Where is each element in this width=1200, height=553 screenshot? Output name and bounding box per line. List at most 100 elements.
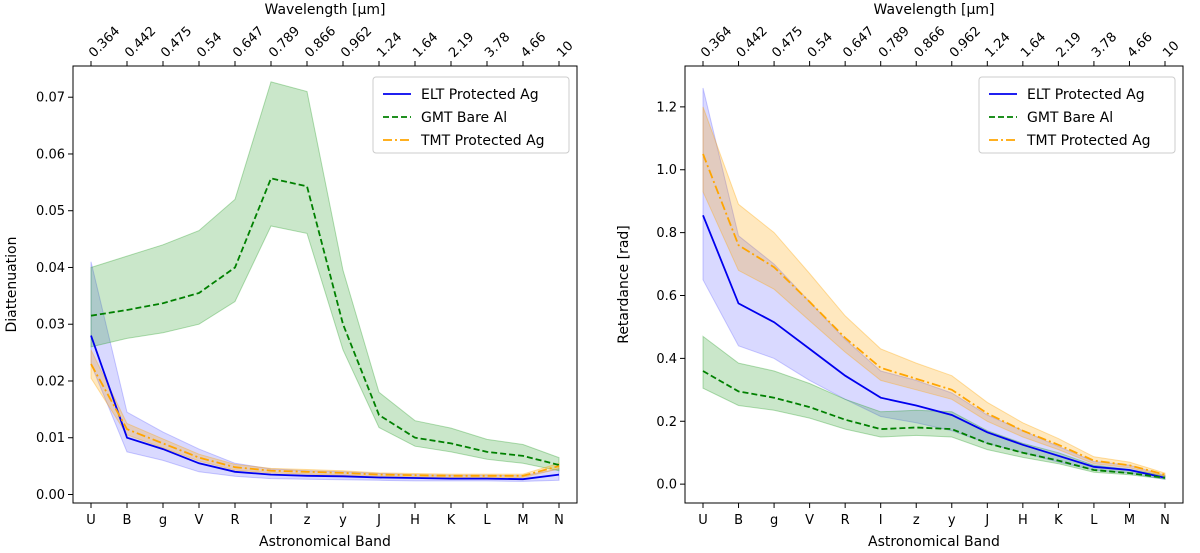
series-band-1: [702, 335, 1166, 480]
x-tick-label: N: [1160, 513, 1170, 528]
legend: ELT Protected Ag GMT Bare Al TMT Protected…: [372, 76, 570, 154]
x-tick-label: M: [1124, 513, 1135, 528]
top-x-tick-label: 2.19: [446, 30, 477, 61]
y-tick-label: 1.0: [656, 163, 677, 178]
top-x-tick-label: 0.647: [840, 24, 877, 61]
legend-label-2: TMT Protected Ag: [1026, 133, 1151, 149]
top-x-tick-label: 0.364: [698, 24, 735, 61]
series-band-0: [90, 261, 560, 482]
x-axis-title: Astronomical Band: [868, 534, 1000, 549]
top-x-tick-label: 4.66: [1125, 30, 1156, 61]
y-tick-label: 0.2: [656, 415, 677, 430]
series-line-2: [702, 153, 1166, 476]
legend-box: [372, 76, 570, 154]
top-x-tick-label: 0.962: [338, 24, 375, 61]
y-tick-label: 1.2: [656, 100, 677, 115]
y-tick-label: 0.06: [36, 147, 65, 162]
top-x-tick-label: 0.866: [302, 24, 339, 61]
series-band-2: [90, 349, 560, 478]
top-x-tick-label: 3.78: [482, 30, 513, 61]
x-tick-label: y: [948, 513, 956, 528]
x-tick-label: N: [554, 513, 564, 528]
x-tick-label: I: [269, 513, 273, 528]
axes-frame: [684, 65, 1184, 504]
x-tick-label: y: [339, 513, 347, 528]
top-x-tick-label: 0.475: [769, 24, 806, 61]
x-tick-label: J: [376, 513, 381, 528]
legend-label-1: GMT Bare Al: [421, 110, 507, 126]
series-band-0: [702, 87, 1166, 480]
top-axis-title: Wavelength [µm]: [874, 2, 995, 18]
x-axis-title: Astronomical Band: [259, 534, 391, 549]
x-tick-label: B: [123, 513, 132, 528]
x-tick-label: M: [517, 513, 528, 528]
top-x-tick-label: 4.66: [518, 30, 549, 61]
series-line-0: [702, 214, 1166, 479]
top-x-tick-label: 1.24: [374, 30, 405, 61]
y-tick-label: 0.01: [36, 431, 65, 446]
y-tick-label: 0.0: [656, 478, 677, 493]
x-tick-label: L: [483, 513, 491, 528]
x-tick-label: H: [1018, 513, 1028, 528]
x-tick-label: I: [879, 513, 883, 528]
legend-label-2: TMT Protected Ag: [420, 133, 545, 149]
legend: ELT Protected Ag GMT Bare Al TMT Protected…: [978, 76, 1176, 154]
legend-label-0: ELT Protected Ag: [1027, 87, 1145, 103]
x-tick-label: J: [984, 513, 989, 528]
y-tick-label: 0.4: [656, 352, 677, 367]
x-tick-label: z: [913, 513, 920, 528]
x-tick-label: U: [86, 513, 96, 528]
top-x-tick-label: 0.866: [911, 24, 948, 61]
x-tick-label: g: [159, 513, 167, 528]
legend-label-1: GMT Bare Al: [1027, 110, 1113, 126]
top-x-tick-label: 10: [554, 39, 576, 61]
x-tick-label: U: [698, 513, 708, 528]
series-band-1: [90, 81, 560, 472]
top-x-tick-label: 0.364: [86, 24, 123, 61]
x-tick-label: K: [447, 513, 456, 528]
x-tick-label: R: [230, 513, 239, 528]
y-tick-label: 0.02: [36, 374, 65, 389]
y-tick-label: 0.00: [36, 488, 65, 503]
x-tick-label: R: [841, 513, 850, 528]
top-x-tick-label: 0.647: [230, 24, 267, 61]
top-x-tick-label: 1.64: [410, 30, 441, 61]
top-x-tick-label: 2.19: [1054, 30, 1085, 61]
y-tick-label: 0.07: [36, 91, 65, 106]
top-x-tick-label: 3.78: [1089, 30, 1120, 61]
series-band-2: [702, 106, 1166, 477]
top-x-tick-label: 10: [1160, 39, 1182, 61]
x-tick-label: g: [770, 513, 778, 528]
series-line-2: [90, 363, 560, 477]
y-tick-label: 0.03: [36, 318, 65, 333]
y-axis-title: Diattenuation: [4, 237, 20, 333]
top-x-tick-label: 0.54: [805, 30, 836, 61]
x-tick-label: H: [410, 513, 420, 528]
x-tick-label: V: [195, 513, 204, 528]
top-x-tick-label: 0.442: [122, 24, 159, 61]
x-tick-label: K: [1054, 513, 1063, 528]
top-x-tick-label: 1.64: [1018, 30, 1049, 61]
top-x-tick-label: 0.789: [876, 24, 913, 61]
x-tick-label: V: [805, 513, 814, 528]
top-axis-title: Wavelength [µm]: [265, 2, 386, 18]
top-x-tick-label: 0.789: [266, 24, 303, 61]
y-tick-label: 0.8: [656, 226, 677, 241]
top-x-tick-label: 1.24: [983, 30, 1014, 61]
y-axis-title: Retardance [rad]: [616, 225, 632, 344]
top-x-tick-label: 0.442: [734, 24, 771, 61]
x-tick-label: z: [304, 513, 311, 528]
y-tick-label: 0.6: [656, 289, 677, 304]
top-x-tick-label: 0.962: [947, 24, 984, 61]
top-x-tick-label: 0.475: [158, 24, 195, 61]
x-tick-label: B: [734, 513, 743, 528]
series-line-0: [90, 335, 560, 481]
y-tick-label: 0.04: [36, 261, 65, 276]
legend-label-0: ELT Protected Ag: [421, 87, 539, 103]
top-x-tick-label: 0.54: [194, 30, 225, 61]
x-tick-label: L: [1090, 513, 1098, 528]
y-tick-label: 0.05: [36, 204, 65, 219]
